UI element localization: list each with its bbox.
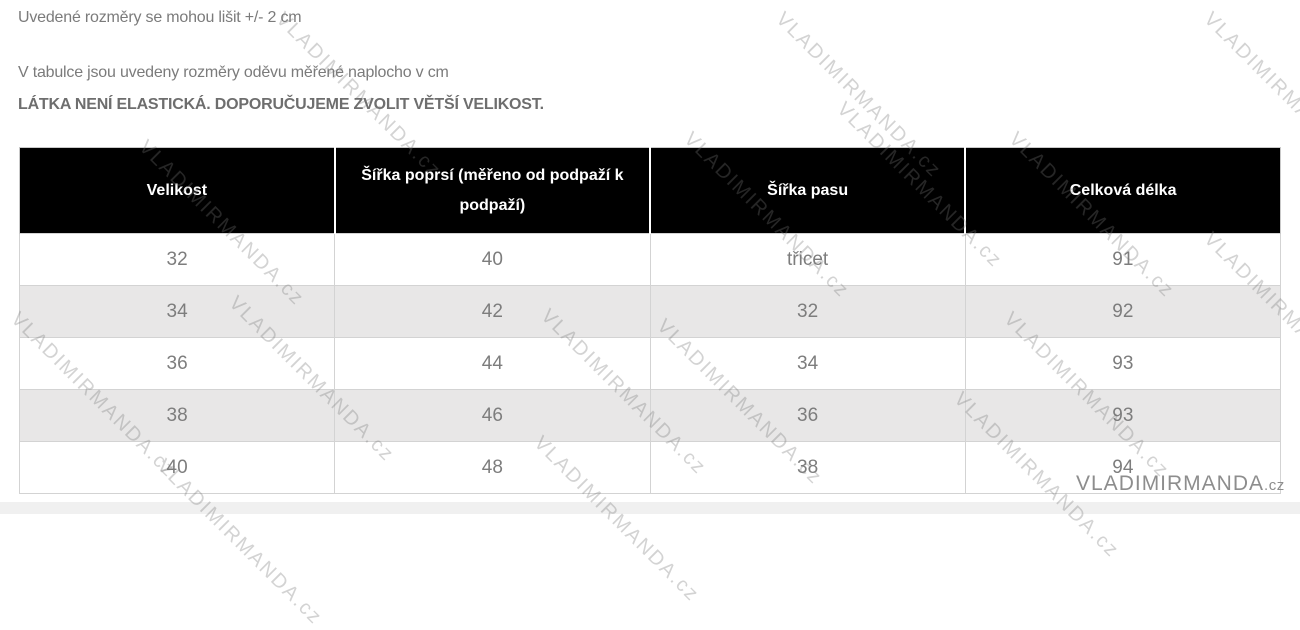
cell-bust-width: 44: [334, 337, 651, 390]
column-header-size: Velikost: [18, 147, 336, 234]
cell-total-length: 93: [964, 389, 1282, 442]
table-row: 32 40 třicet 91: [18, 233, 1282, 286]
size-table: Velikost Šířka poprsí (měřeno od podpaží…: [18, 147, 1282, 494]
tolerance-note: Uvedené rozměry se mohou lišit +/- 2 cm: [18, 9, 302, 26]
table-row: 40 48 38 94: [18, 441, 1282, 494]
cell-bust-width: 40: [334, 233, 651, 286]
cell-waist-width: 32: [649, 285, 966, 338]
table-row: 36 44 34 93: [18, 337, 1282, 390]
size-table-header-row: Velikost Šířka poprsí (měřeno od podpaží…: [18, 147, 1282, 234]
table-row: 34 42 32 92: [18, 285, 1282, 338]
site-logo-tld: .cz: [1264, 477, 1285, 494]
measurement-note: V tabulce jsou uvedeny rozměry oděvu měř…: [18, 64, 449, 81]
cell-waist-width: třicet: [649, 233, 966, 286]
site-logo: VLADIMIRMANDA.cz: [1076, 472, 1285, 496]
cell-size: 40: [18, 441, 336, 494]
cell-waist-width: 38: [649, 441, 966, 494]
site-logo-brand: VLADIMIRMANDA: [1076, 472, 1265, 495]
cell-size: 32: [18, 233, 336, 286]
cell-waist-width: 36: [649, 389, 966, 442]
cell-total-length: 94: [964, 441, 1282, 494]
fabric-warning-note: LÁTKA NENÍ ELASTICKÁ. DOPORUČUJEME ZVOLI…: [18, 96, 544, 113]
column-header-bust-width: Šířka poprsí (měřeno od podpaží k podpaž…: [333, 147, 652, 234]
cell-bust-width: 48: [334, 441, 651, 494]
table-row: 38 46 36 93: [18, 389, 1282, 442]
cell-bust-width: 46: [334, 389, 651, 442]
cell-waist-width: 34: [649, 337, 966, 390]
column-header-waist-width: Šířka pasu: [648, 147, 967, 234]
cell-bust-width: 42: [334, 285, 651, 338]
column-header-total-length: Celková délka: [964, 147, 1282, 234]
cell-total-length: 93: [964, 337, 1282, 390]
page-bottom-strip: [0, 502, 1300, 514]
cell-size: 38: [18, 389, 336, 442]
cell-size: 36: [18, 337, 336, 390]
cell-size: 34: [18, 285, 336, 338]
cell-total-length: 92: [964, 285, 1282, 338]
cell-total-length: 91: [964, 233, 1282, 286]
